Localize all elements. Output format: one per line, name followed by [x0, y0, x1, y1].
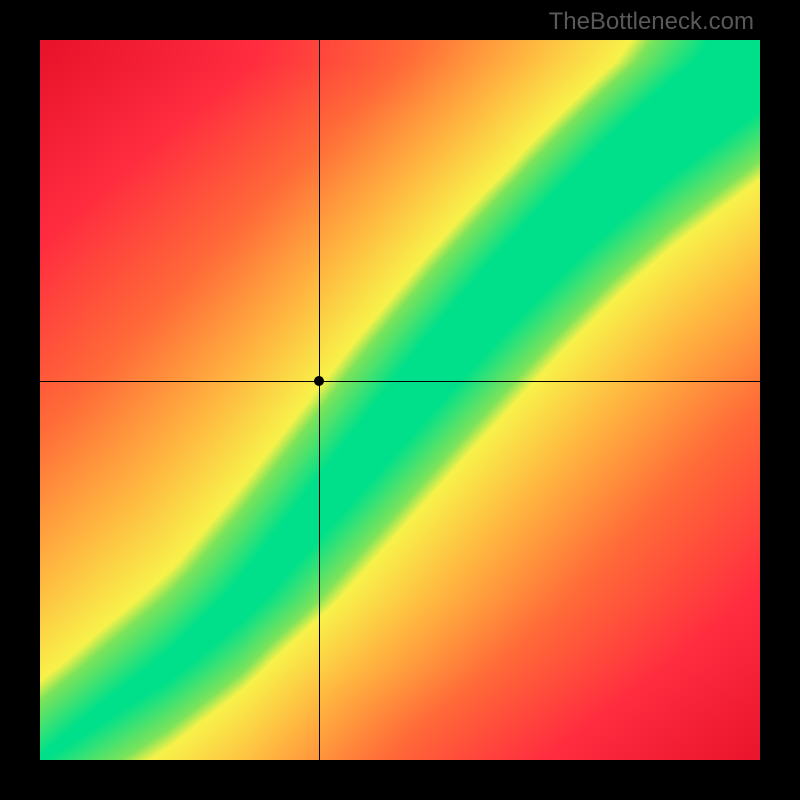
heatmap-canvas [40, 40, 760, 760]
watermark-text: TheBottleneck.com [549, 8, 754, 36]
crosshair-horizontal [40, 381, 760, 382]
heatmap-plot [40, 40, 760, 760]
crosshair-point [314, 376, 324, 386]
crosshair-vertical [319, 40, 320, 760]
